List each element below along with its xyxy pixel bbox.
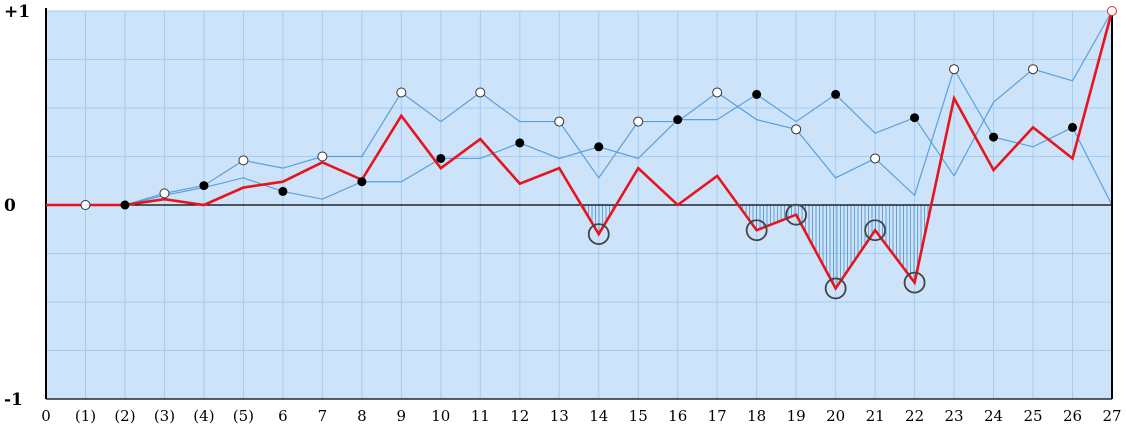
circled-point [745, 219, 768, 242]
open-marker [712, 87, 723, 98]
x-tick-label: (3) [154, 407, 175, 425]
x-tick-label: 0 [41, 407, 51, 425]
open-marker [396, 87, 407, 98]
circled-point [785, 203, 808, 226]
open-marker [554, 116, 565, 127]
x-tick-label: 27 [1102, 407, 1121, 425]
filled-marker [910, 113, 920, 123]
filled-marker [120, 200, 130, 210]
x-tick-label: (2) [114, 407, 135, 425]
x-tick-label: 18 [747, 407, 766, 425]
x-tick-label: 14 [589, 407, 608, 425]
x-tick-label: 24 [984, 407, 1003, 425]
x-tick-label: 20 [826, 407, 845, 425]
x-tick-label: 7 [318, 407, 328, 425]
filled-marker [752, 89, 762, 99]
filled-marker [673, 115, 683, 125]
x-tick-label: 19 [787, 407, 806, 425]
filled-marker [989, 132, 999, 142]
open-marker [1028, 64, 1039, 75]
series-line-lower [46, 10, 1113, 206]
x-tick-label: 15 [629, 407, 648, 425]
open-marker [317, 151, 328, 162]
filled-marker [357, 177, 367, 187]
x-tick-label: (4) [193, 407, 214, 425]
x-tick-label: 12 [510, 407, 529, 425]
x-tick-label: 25 [1023, 407, 1042, 425]
x-tick-label: 26 [1063, 407, 1082, 425]
filled-marker [515, 138, 525, 148]
open-marker [80, 200, 91, 210]
filled-marker [594, 142, 604, 152]
x-tick-label: 6 [278, 407, 288, 425]
circled-point [587, 223, 610, 246]
series-line-primary [46, 10, 1114, 291]
filled-marker [1068, 122, 1078, 132]
x-tick-label: 23 [945, 407, 964, 425]
y-tick-label: +1 [4, 2, 30, 22]
series-lines [46, 10, 1113, 206]
markers [80, 6, 1117, 300]
x-tick-label: 8 [357, 407, 367, 425]
open-marker [633, 116, 644, 127]
filled-marker [278, 186, 288, 196]
x-tick-label: 22 [905, 407, 924, 425]
x-tick-label: 17 [708, 407, 727, 425]
open-marker [1107, 6, 1117, 16]
circled-point [864, 219, 887, 242]
x-tick-label: 13 [550, 407, 569, 425]
filled-marker [831, 89, 841, 99]
y-tick-label: -1 [4, 390, 23, 410]
open-marker [949, 64, 960, 75]
x-tick-label: 9 [397, 407, 407, 425]
series-line-upper [46, 67, 1113, 206]
filled-marker [199, 181, 209, 191]
circled-point [903, 271, 926, 294]
y-tick-label: 0 [4, 196, 16, 216]
x-tick-label: 10 [431, 407, 450, 425]
open-marker [238, 155, 249, 166]
tick-labels: 0 (1) (2) (3) (4) (5) 6 7 8 9 10 11 12 13 14 15 16 17 18 19… [4, 2, 1122, 425]
axes [45, 8, 1113, 400]
x-tick-label: 11 [471, 407, 490, 425]
x-tick-label: 16 [668, 407, 687, 425]
x-tick-label: (1) [75, 407, 96, 425]
open-marker [791, 124, 802, 135]
open-marker [870, 153, 881, 164]
circled-point [824, 277, 847, 300]
filled-marker [436, 153, 446, 163]
x-tick-label: 21 [866, 407, 885, 425]
x-tick-label: (5) [233, 407, 254, 425]
open-marker [475, 87, 486, 98]
open-marker [159, 188, 170, 199]
